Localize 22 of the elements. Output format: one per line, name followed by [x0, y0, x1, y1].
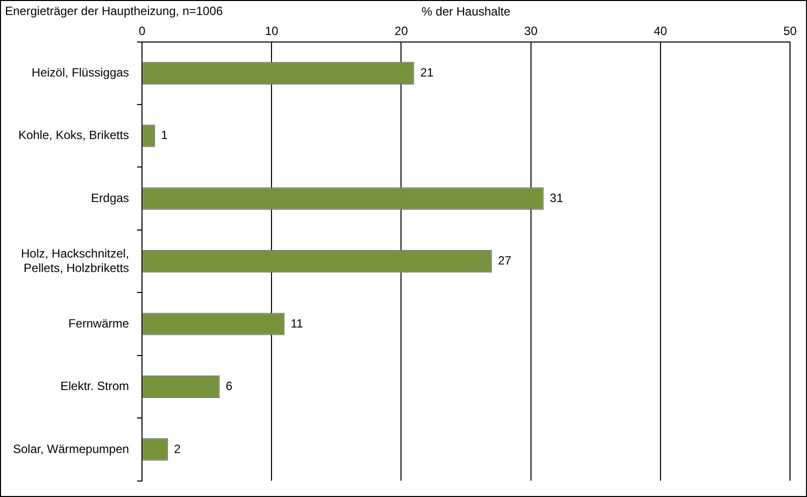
data-label: 31 — [550, 190, 564, 205]
data-label: 11 — [290, 316, 304, 330]
chart-title: Energieträger der Hauptheizung, n=1006 — [5, 4, 223, 18]
y-tick-label: Solar, Wärmepumpen — [12, 442, 130, 456]
y-tick-label: Kohle, Koks, Briketts — [18, 128, 130, 142]
x-tick-label: 0 — [138, 24, 146, 38]
data-label: 1 — [161, 128, 168, 142]
data-label: 27 — [498, 254, 512, 268]
y-tick-label: Fernwärme — [68, 316, 130, 330]
x-tick-label: 30 — [524, 24, 538, 38]
y-tick-label: Elektr. Strom — [60, 379, 130, 394]
y-tick-label: Holz, Hackschnitzel, Pellets, Holzbriketts — [21, 246, 130, 275]
x-tick-label: 40 — [654, 24, 668, 38]
y-tick-label: Erdgas — [91, 190, 130, 205]
x-tick-label: 20 — [394, 24, 408, 38]
x-tick-label: 10 — [264, 24, 279, 38]
data-label: 6 — [226, 379, 233, 394]
x-tick-label: 50 — [783, 24, 797, 38]
data-label: 2 — [174, 442, 181, 456]
x-axis-title: % der Haushalte — [422, 4, 511, 19]
data-label: 21 — [420, 65, 434, 80]
y-tick-label: Heizöl, Flüssiggas — [32, 65, 130, 80]
